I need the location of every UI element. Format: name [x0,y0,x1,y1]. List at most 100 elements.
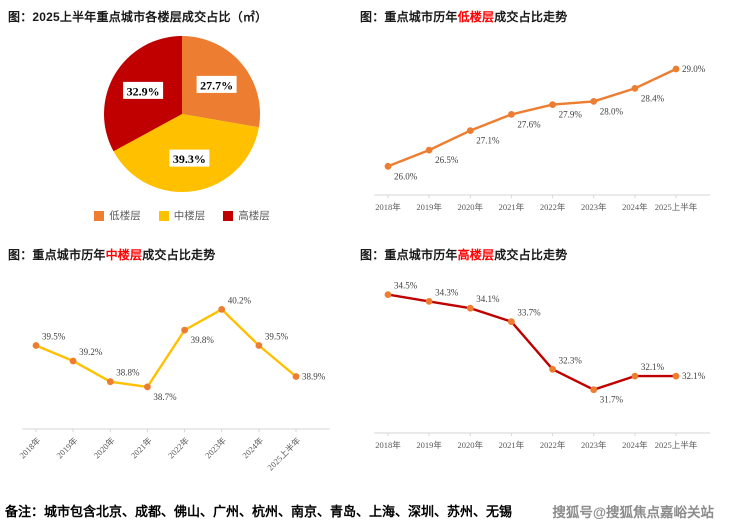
x-axis-label: 2018年 [375,202,401,212]
data-point-marker [384,162,392,170]
mid-floor-chart-title: 图：重点城市历年中楼层成交占比走势 [8,246,358,263]
x-axis-label: 2025上半年 [655,440,698,450]
pie-svg: 27.7% 39.3% 32.9% [104,35,261,193]
line-chart-svg: 2018年 2019年 2020年 2021年 2022年 2023年 2024年 2025上… [374,281,710,450]
high-floor-chart-title: 图：重点城市历年高楼层成交占比走势 [360,246,738,263]
data-point-label: 38.8% [116,368,140,378]
high-floor-line-chart: 2018年 2019年 2020年 2021年 2022年 2023年 2024年 2025上… [358,269,728,461]
data-point-marker [32,342,40,349]
title-highlight: 中楼层 [105,248,143,262]
data-point-marker [466,304,474,312]
low-floor-chart-title: 图：重点城市历年低楼层成交占比走势 [360,8,738,25]
title-suffix: 成交占比走势 [494,248,568,262]
x-axis-label: 2023年 [581,440,607,450]
data-point-label: 27.6% [517,119,541,129]
trend-line [387,293,676,391]
high-floor-trend-section: 图：重点城市历年高楼层成交占比走势 2018年 2019年 2020年 2021年 20… [358,244,738,484]
x-axis-label: 2022年 [540,202,566,212]
data-point-marker [549,101,556,108]
x-axis-label: 2019年 [416,440,442,450]
legend-label: 中楼层 [173,211,206,222]
x-axis-label: 2020年 [458,202,484,212]
legend-item: 高楼层 [223,208,270,223]
line-chart-svg: 2018年 2019年 2020年 2021年 2022年 2023年 2024年 2025上… [17,295,330,472]
x-axis-label: 2021年 [499,202,525,212]
pie-legend: 低楼层 中楼层 高楼层 [6,208,358,223]
data-point-label: 29.0% [682,64,706,74]
pie-label: 32.9% [127,84,160,98]
data-point-marker [590,98,598,105]
data-point-label: 34.1% [476,294,500,304]
line-chart-svg: 2018年 2019年 2020年 2021年 2022年 2023年 2024年 2025上… [374,64,710,212]
data-point-label: 27.9% [559,110,583,120]
x-axis-label: 2024年 [622,202,648,212]
legend-swatch-icon [158,210,169,221]
data-point-label: 26.0% [394,171,418,181]
data-point-marker [466,127,474,134]
title-suffix: 成交占比走势 [142,248,216,262]
data-point-marker [631,85,639,92]
data-point-marker [631,372,639,380]
data-point-label: 38.9% [302,372,326,382]
low-floor-line-chart: 2018年 2019年 2020年 2021年 2022年 2023年 2024年 2025上… [358,31,728,223]
data-point-marker [425,298,433,305]
legend-label: 高楼层 [238,211,270,222]
data-point-label: 39.8% [191,335,215,345]
trend-line [35,307,297,389]
data-point-label: 28.4% [641,93,665,103]
title-prefix: 图：重点城市历年 [8,248,106,262]
pie-label: 27.7% [200,78,233,92]
title-prefix: 图：重点城市历年 [360,10,458,24]
floor-share-pie-chart: 27.7% 39.3% 32.9% [97,29,267,204]
data-point-label: 32.1% [682,371,706,381]
data-point-marker [508,318,515,326]
data-point-label: 26.5% [435,155,459,165]
data-point-marker [144,383,151,391]
x-axis-label: 2018年 [375,440,401,450]
pie-label-bg [169,149,210,167]
pie-label-bg [123,81,164,99]
x-axis-label: 2022年 [166,435,191,460]
data-point-marker [549,365,556,373]
data-point-label: 39.2% [79,347,103,357]
footer: 备注：城市包含北京、成都、佛山、广州、杭州、南京、青岛、上海、深圳、苏州、无锡 … [5,501,738,521]
mid-floor-line-chart: 2018年 2019年 2020年 2021年 2022年 2023年 2024年 2025上… [6,269,348,475]
x-axis-label: 2021年 [499,440,525,450]
data-point-label: 32.1% [641,362,665,372]
footnote: 备注：城市包含北京、成都、佛山、广州、杭州、南京、青岛、上海、深圳、苏州、无锡 [5,504,512,519]
mid-floor-trend-section: 图：重点城市历年中楼层成交占比走势 2018年 2019年 2020年 2021年 20… [6,244,358,484]
data-point-label: 39.5% [42,332,66,342]
title-highlight: 低楼层 [457,10,495,24]
data-point-label: 31.7% [600,395,624,405]
x-axis-label: 2018年 [17,435,42,460]
x-axis-label: 2024年 [240,435,265,460]
title-prefix: 图：重点城市历年 [360,248,458,262]
data-point-label: 40.2% [228,295,252,305]
x-axis-label: 2023年 [203,435,228,460]
pie-label-bg [196,75,237,93]
x-axis-label: 2019年 [416,202,442,212]
footnote-text: 城市包含北京、成都、佛山、广州、杭州、南京、青岛、上海、深圳、苏州、无锡 [44,504,513,519]
trend-line [387,67,677,168]
legend-item: 中楼层 [158,208,206,223]
data-point-marker [384,291,392,298]
data-point-marker [255,342,263,349]
data-point-label: 33.7% [517,308,541,318]
pie-chart-title: 图：2025上半年重点城市各楼层成交占比（㎡） [8,10,268,24]
x-axis-label: 2020年 [92,435,117,460]
data-point-marker [292,373,300,380]
data-point-label: 34.3% [435,287,459,297]
watermark: 搜狐号@搜狐焦点嘉峪关站 [552,505,714,520]
x-axis-label: 2025上半年 [265,435,302,472]
data-point-label: 38.7% [153,392,177,402]
data-point-label: 34.5% [394,281,418,291]
title-suffix: 成交占比走势 [494,10,568,24]
x-axis-label: 2023年 [581,202,607,212]
data-point-label: 39.5% [265,332,289,342]
low-floor-trend-section: 图：重点城市历年低楼层成交占比走势 2018年 2019年 2020年 2021年 20… [358,6,738,244]
pie-section: 图：2025上半年重点城市各楼层成交占比（㎡） 27.7% 39.3% 32.9% … [6,6,358,244]
data-point-label: 32.3% [559,355,583,365]
x-axis-label: 2022年 [540,440,566,450]
x-axis-label: 2020年 [458,440,484,450]
